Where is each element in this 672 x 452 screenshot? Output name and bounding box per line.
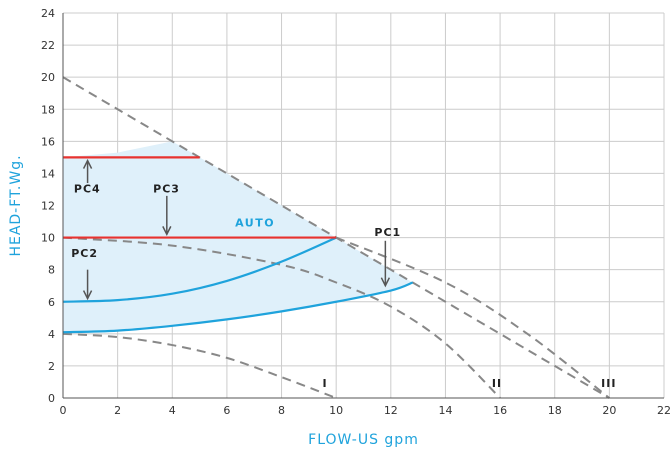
- x-tick-label: 22: [657, 404, 671, 417]
- pc4-arrow-head: [82, 158, 93, 169]
- y-tick-label: 22: [41, 39, 55, 52]
- y-tick-label: 18: [41, 103, 55, 116]
- x-tick-label: 2: [114, 404, 121, 417]
- auto-label: AUTO: [235, 216, 275, 229]
- x-tick-label: 0: [60, 404, 67, 417]
- y-tick-label: 20: [41, 71, 55, 84]
- series-line-sys3: [335, 236, 610, 399]
- series-line-sys2: [62, 236, 501, 399]
- pc1-label: PC1: [374, 226, 401, 239]
- x-tick-label: 18: [548, 404, 562, 417]
- annotation-arrows: [82, 158, 391, 301]
- x-tick-label: 8: [278, 404, 285, 417]
- y-tick-label: 2: [48, 360, 55, 373]
- x-tick-labels: 0 2 4 6 8 10 12 14 16 18 20 22: [60, 404, 672, 417]
- y-tick-label: 0: [48, 392, 55, 405]
- system-curve-iii-label: III: [601, 377, 616, 390]
- x-tick-label: 20: [602, 404, 616, 417]
- pc3-arrow-head: [162, 226, 172, 237]
- pc2-label: PC2: [71, 247, 98, 260]
- y-tick-label: 14: [41, 167, 55, 180]
- y-axis-title: HEAD-FT.Wg.: [8, 154, 24, 256]
- y-tick-label: 10: [41, 232, 55, 245]
- pc3-label: PC3: [153, 183, 180, 196]
- x-tick-label: 16: [493, 404, 507, 417]
- series-line-auto_hi: [62, 236, 337, 303]
- x-tick-label: 12: [384, 404, 398, 417]
- y-tick-label: 8: [48, 264, 55, 277]
- x-tick-label: 14: [438, 404, 452, 417]
- pc4-label: PC4: [74, 183, 101, 196]
- system-curve-ii-label: II: [492, 377, 502, 390]
- series-lines: [62, 76, 610, 399]
- x-tick-label: 4: [169, 404, 176, 417]
- pc1-arrow-head: [380, 277, 391, 288]
- axes: [62, 13, 664, 399]
- y-tick-label: 12: [41, 200, 55, 213]
- y-tick-label: 24: [41, 7, 55, 20]
- system-curve-i-label: I: [323, 377, 328, 390]
- x-tick-label: 10: [329, 404, 343, 417]
- pc2-arrow-head: [82, 290, 93, 301]
- x-axis-title: FLOW-US gpm: [308, 432, 419, 448]
- y-tick-label: 6: [48, 296, 55, 309]
- series-line-auto_lo: [62, 281, 414, 334]
- y-tick-label: 4: [48, 328, 55, 341]
- y-tick-label: 16: [41, 135, 55, 148]
- series-line-sys1: [62, 332, 337, 399]
- x-tick-label: 6: [223, 404, 230, 417]
